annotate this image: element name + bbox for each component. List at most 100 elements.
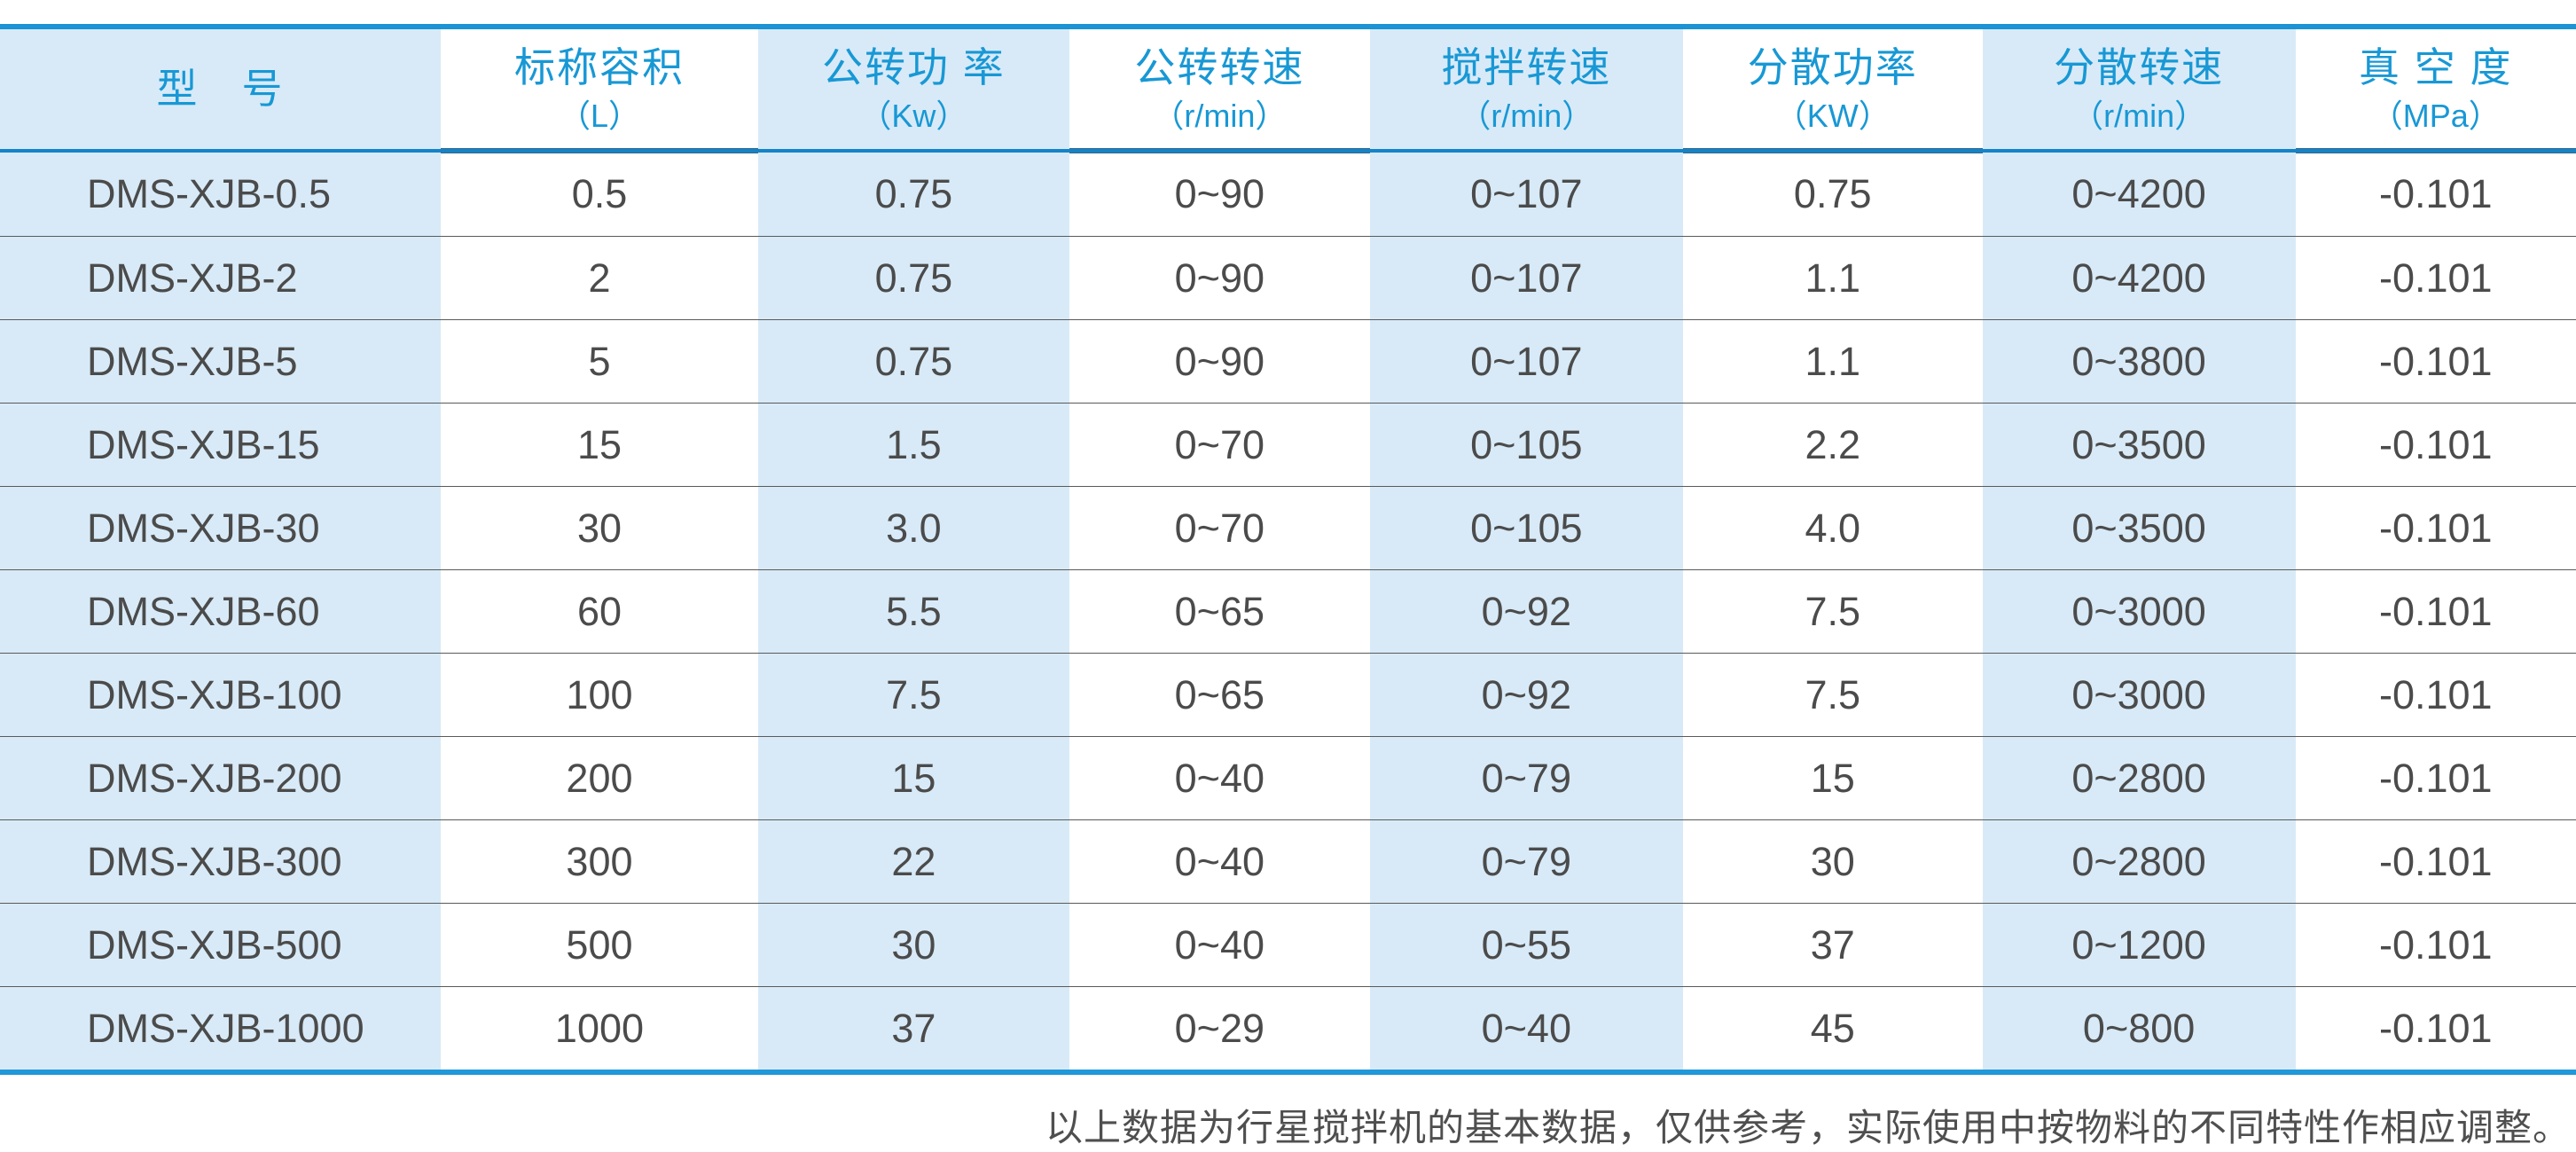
value-cell: 15 xyxy=(576,421,622,467)
model-cell: DMS-XJB-1000 xyxy=(0,987,442,1070)
value-cell: -0.101 xyxy=(2378,1005,2493,1051)
value-cell: 0~65 xyxy=(1174,671,1265,717)
model-cell: DMS-XJB-2 xyxy=(0,237,442,319)
value-cell: 0~92 xyxy=(1369,654,1683,736)
table-row: DMS-XJB-300 300 22 0~40 0~79 30 0~2800 -0.101 xyxy=(0,819,2576,903)
value-cell: 0.75 xyxy=(757,237,1069,319)
value-cell: 300 xyxy=(566,838,633,884)
value-cell: 3.0 xyxy=(757,487,1069,569)
footnote: 以上数据为行星搅拌机的基本数据，仅供参考，实际使用中按物料的不同特性作相应调整。 xyxy=(1045,1109,2571,1149)
value-cell: 0~2800 xyxy=(1982,820,2296,903)
model-cell: DMS-XJB-500 xyxy=(0,904,442,986)
column-header: 公转功 率 （Kw） xyxy=(757,29,1069,149)
header-label: 公转功 率 xyxy=(821,44,1006,91)
value-cell: -0.101 xyxy=(2378,171,2493,216)
value-cell: 0~107 xyxy=(1369,320,1683,403)
value-cell: 0.75 xyxy=(757,153,1069,236)
column-header: 公转转速 （r/min） xyxy=(1069,29,1370,149)
value-cell: 22 xyxy=(757,820,1069,903)
value-cell: 100 xyxy=(566,671,633,717)
value-cell: 0~2800 xyxy=(1982,737,2296,819)
table-row: DMS-XJB-100 100 7.5 0~65 0~92 7.5 0~3000 -0.101 xyxy=(0,653,2576,736)
value-cell: 2 xyxy=(588,255,611,301)
top-border xyxy=(0,24,2576,29)
value-cell: 7.5 xyxy=(1805,588,1860,634)
value-cell: 15 xyxy=(1810,755,1855,801)
value-cell: 500 xyxy=(566,921,633,968)
value-cell: 60 xyxy=(576,588,622,634)
value-cell: 0~70 xyxy=(1174,421,1265,467)
value-cell: -0.101 xyxy=(2378,921,2493,968)
header-divider xyxy=(0,149,2576,153)
value-cell: 45 xyxy=(1810,1005,1855,1051)
header-label: 分散功率 xyxy=(1747,44,1918,91)
value-cell: 0~3000 xyxy=(1982,570,2296,653)
value-cell: 0~105 xyxy=(1369,404,1683,486)
header-unit: （r/min） xyxy=(2071,97,2207,134)
column-header: 标称容积 （L） xyxy=(441,29,758,149)
value-cell: -0.101 xyxy=(2378,588,2493,634)
model-cell: DMS-XJB-300 xyxy=(0,820,442,903)
table-row: DMS-XJB-60 60 5.5 0~65 0~92 7.5 0~3000 -0.101 xyxy=(0,569,2576,653)
header-label: 分散转速 xyxy=(2054,44,2225,91)
value-cell: 5.5 xyxy=(757,570,1069,653)
header-label: 真 空 度 xyxy=(2358,44,2513,91)
value-cell: 0~40 xyxy=(1174,921,1265,968)
value-cell: -0.101 xyxy=(2378,421,2493,467)
value-cell: 0~90 xyxy=(1174,255,1265,301)
header-unit: （KW） xyxy=(1774,97,1891,134)
value-cell: -0.101 xyxy=(2378,505,2493,551)
value-cell: 0~79 xyxy=(1369,820,1683,903)
value-cell: 0.75 xyxy=(1793,171,1872,216)
column-header: 型 号 xyxy=(0,29,442,149)
table-row: DMS-XJB-200 200 15 0~40 0~79 15 0~2800 -0.101 xyxy=(0,736,2576,819)
value-cell: 0~105 xyxy=(1369,487,1683,569)
value-cell: 5 xyxy=(588,338,611,384)
table-row: DMS-XJB-5 5 0.75 0~90 0~107 1.1 0~3800 -0.101 xyxy=(0,319,2576,403)
column-header: 真 空 度 （MPa） xyxy=(2296,29,2576,149)
value-cell: 2.2 xyxy=(1805,421,1860,467)
value-cell: 0~29 xyxy=(1174,1005,1265,1051)
model-cell: DMS-XJB-60 xyxy=(0,570,442,653)
value-cell: 1.1 xyxy=(1805,338,1860,384)
header-label: 标称容积 xyxy=(513,44,685,91)
value-cell: 0~800 xyxy=(1982,987,2296,1070)
value-cell: 7.5 xyxy=(1805,671,1860,717)
header-unit: （MPa） xyxy=(2370,97,2501,134)
value-cell: 0~4200 xyxy=(1982,237,2296,319)
value-cell: 0.75 xyxy=(757,320,1069,403)
column-header: 搅拌转速 （r/min） xyxy=(1369,29,1683,149)
value-cell: 200 xyxy=(566,755,633,801)
header-unit: （L） xyxy=(558,97,640,134)
value-cell: 37 xyxy=(1810,921,1855,968)
value-cell: -0.101 xyxy=(2378,338,2493,384)
value-cell: 1.5 xyxy=(757,404,1069,486)
value-cell: 15 xyxy=(757,737,1069,819)
table-body: DMS-XJB-0.5 0.5 0.75 0~90 0~107 0.75 0~4200 -0.… xyxy=(0,153,2576,1070)
value-cell: 0~3000 xyxy=(1982,654,2296,736)
value-cell: 0~3500 xyxy=(1982,487,2296,569)
table-row: DMS-XJB-1000 1000 37 0~29 0~40 45 0~800 -0.101 xyxy=(0,986,2576,1070)
top-spacer xyxy=(0,0,2576,24)
value-cell: -0.101 xyxy=(2378,755,2493,801)
value-cell: 0~4200 xyxy=(1982,153,2296,236)
table-row: DMS-XJB-500 500 30 0~40 0~55 37 0~1200 -0.101 xyxy=(0,903,2576,986)
header-label: 搅拌转速 xyxy=(1441,44,1612,91)
value-cell: 0~1200 xyxy=(1982,904,2296,986)
value-cell: 0~70 xyxy=(1174,505,1265,551)
table-row: DMS-XJB-30 30 3.0 0~70 0~105 4.0 0~3500 -0.101 xyxy=(0,486,2576,569)
header-label: 型 号 xyxy=(156,66,285,113)
model-cell: DMS-XJB-100 xyxy=(0,654,442,736)
value-cell: 0.5 xyxy=(571,171,628,216)
column-header: 分散转速 （r/min） xyxy=(1982,29,2296,149)
model-cell: DMS-XJB-200 xyxy=(0,737,442,819)
value-cell: 0~92 xyxy=(1369,570,1683,653)
value-cell: 30 xyxy=(757,904,1069,986)
model-cell: DMS-XJB-5 xyxy=(0,320,442,403)
table-row: DMS-XJB-0.5 0.5 0.75 0~90 0~107 0.75 0~4200 -0.… xyxy=(0,153,2576,236)
value-cell: 0~40 xyxy=(1174,755,1265,801)
bottom-border xyxy=(0,1070,2576,1075)
value-cell: 0~90 xyxy=(1174,338,1265,384)
header-unit: （r/min） xyxy=(1459,97,1594,134)
